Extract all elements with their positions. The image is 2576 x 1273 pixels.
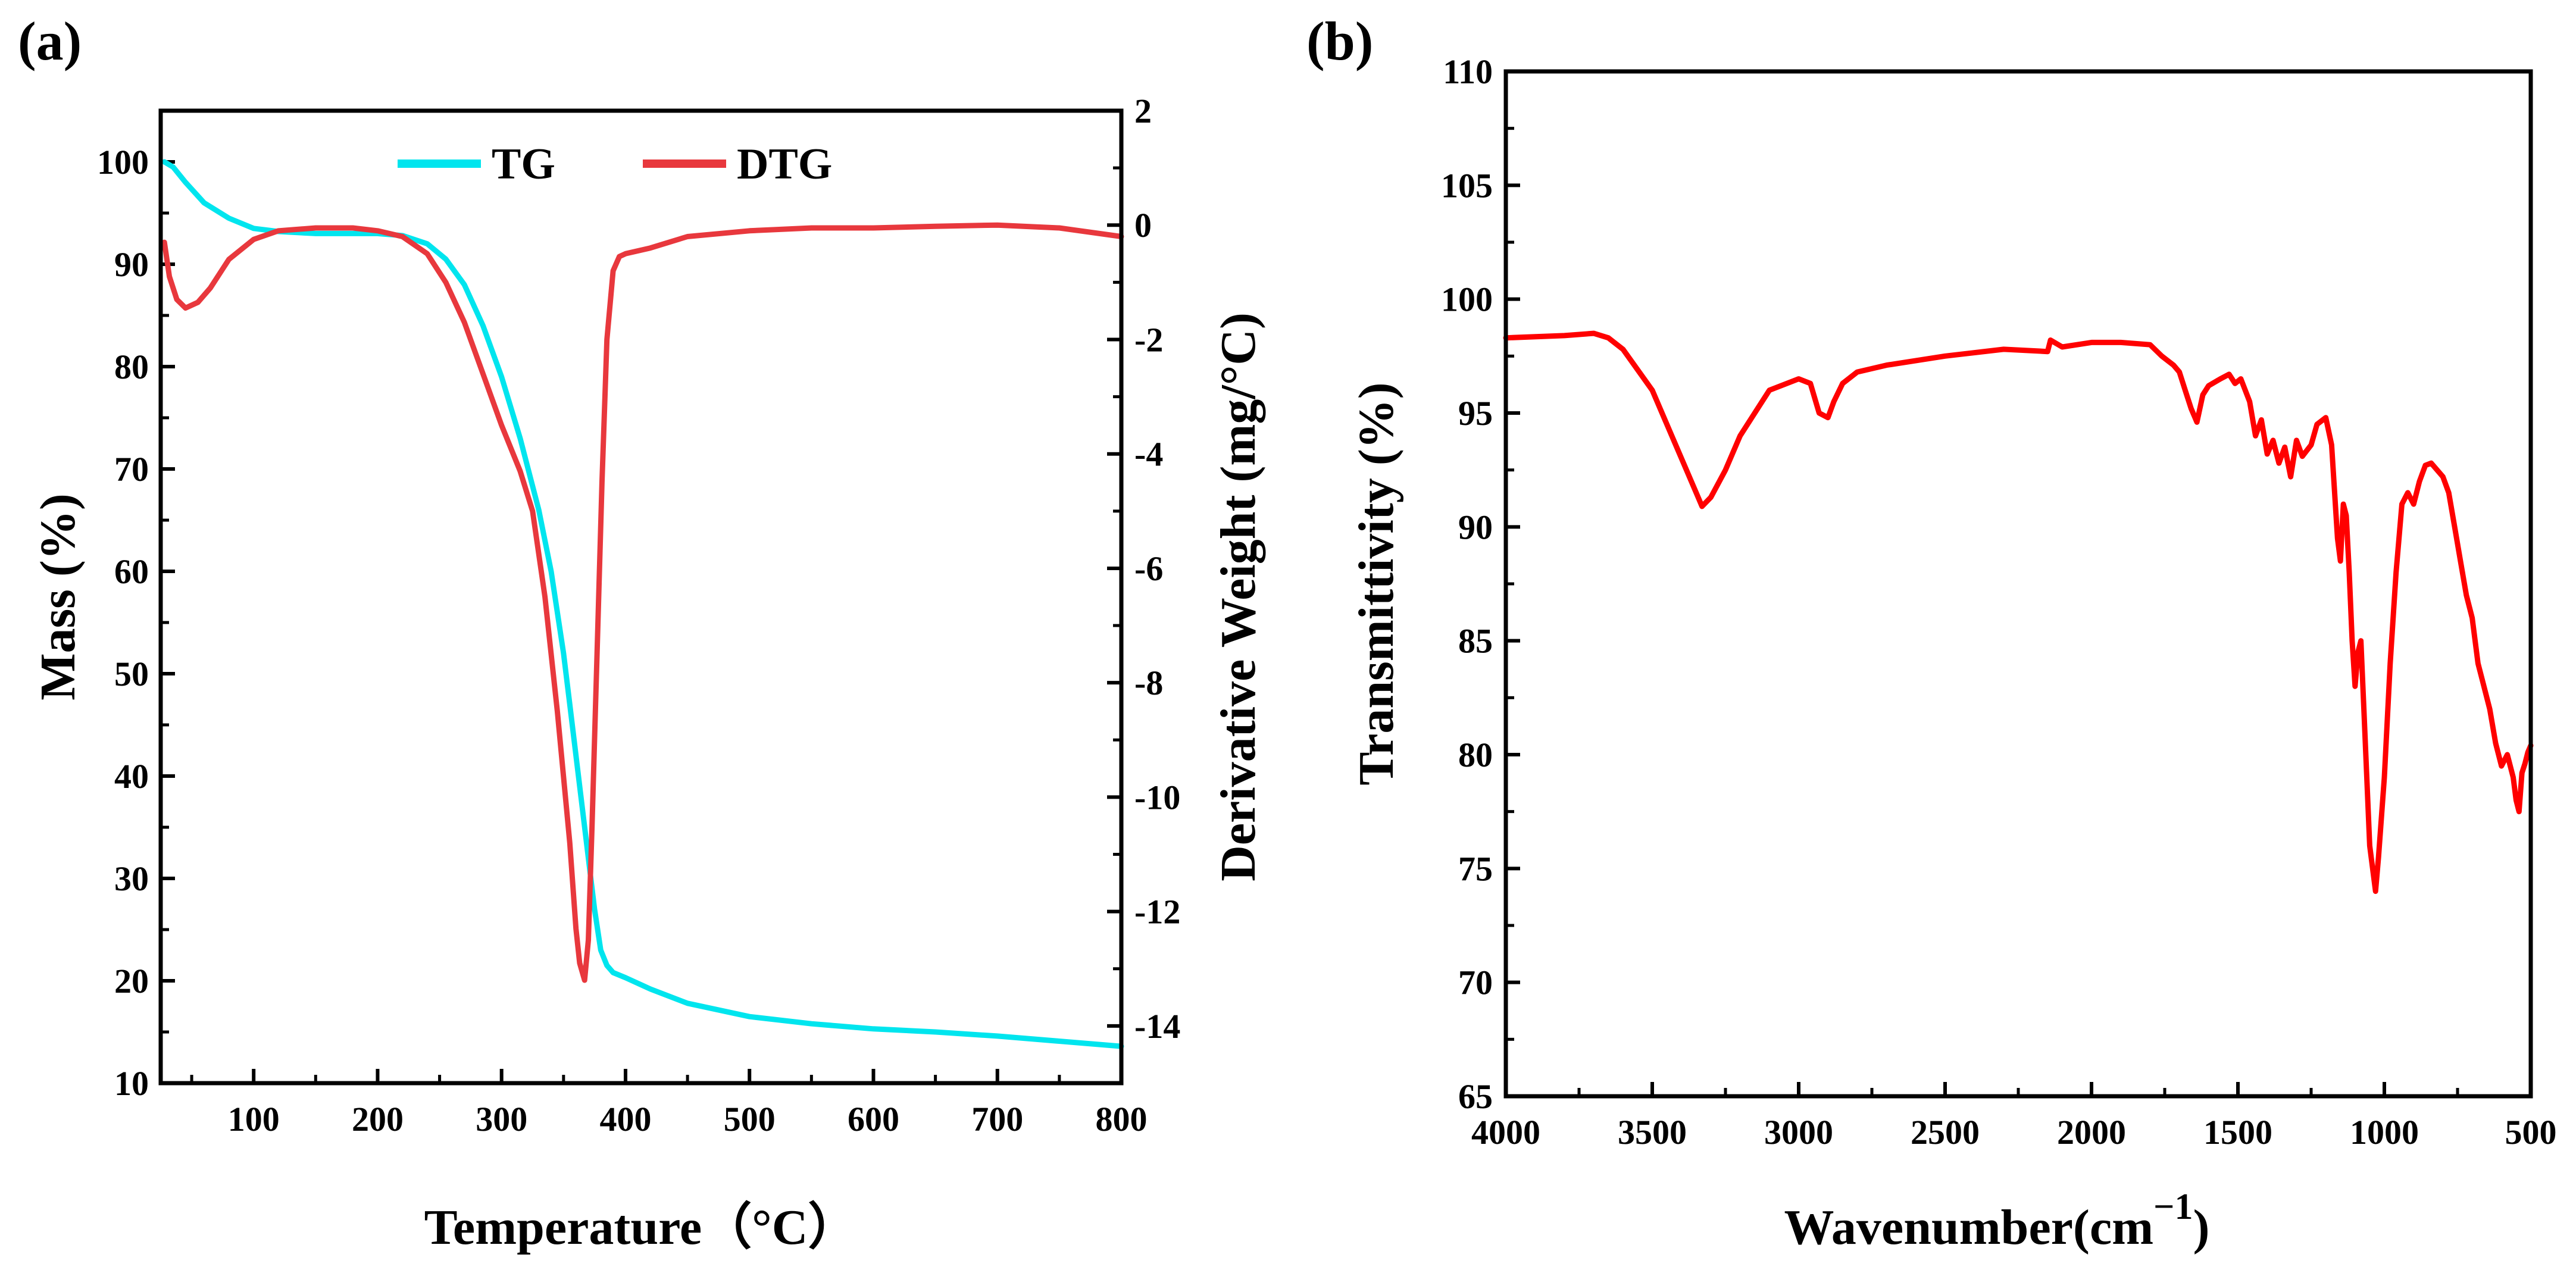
b-x-axis: 4000 3500 3000 2500 2000 1500 1000 500: [1471, 1082, 2557, 1152]
a-ytick-label: 100: [97, 143, 149, 182]
b-plot-frame: [1503, 69, 2533, 1099]
b-ytick-label: 85: [1458, 622, 1493, 661]
b-xtick-label: 1000: [2350, 1113, 2419, 1152]
panel-b-ftir: (b) 65 70 75 80 85 90 95 100 105 110 4000 3500 3000…: [1306, 11, 2557, 1255]
a-xtick-label: 800: [1096, 1100, 1148, 1138]
a-ytick-label: 30: [114, 859, 149, 898]
a-ytick-label: 50: [114, 655, 149, 693]
a-right-axis: -14 -12 -10 -8 -6 -4 -2 0 2: [1107, 92, 1180, 1046]
a-xtick-label: 700: [971, 1100, 1023, 1138]
a-x-axis-title: Temperature（°C）: [424, 1200, 858, 1255]
b-xtick-label: 3000: [1764, 1113, 1833, 1152]
b-xtick-label: 2000: [2057, 1113, 2126, 1152]
a-ytick-label: 40: [114, 757, 149, 796]
a-xtick-label: 600: [848, 1100, 899, 1138]
a-ytick-label: 10: [114, 1064, 149, 1103]
b-x-axis-title: Wavenumber(cm−1): [1784, 1187, 2210, 1255]
b-ytick-label: 105: [1441, 166, 1493, 205]
a-y2-axis-title: Derivative Weight (mg/°C): [1211, 312, 1266, 881]
a-y2tick-label: -6: [1134, 549, 1163, 588]
a-legend: TG DTG: [398, 140, 832, 189]
a-xtick-label: 100: [228, 1100, 280, 1138]
series-tg-line: [161, 159, 1124, 1049]
b-y-axis-title: Transmittivity (%): [1349, 382, 1404, 785]
a-ytick-label: 60: [114, 552, 149, 591]
a-ytick-label: 80: [114, 348, 149, 386]
a-y2tick-label: -12: [1134, 893, 1180, 931]
a-y2tick-label: -8: [1134, 664, 1163, 702]
b-x-axis-title-main: Wavenumber(cm: [1784, 1200, 2154, 1255]
b-ytick-label: 70: [1458, 964, 1493, 1002]
b-ytick-label: 90: [1458, 508, 1493, 546]
b-xtick-label: 4000: [1471, 1113, 1540, 1152]
b-ytick-label: 110: [1443, 52, 1493, 91]
a-y2tick-label: -14: [1134, 1007, 1180, 1046]
a-y2tick-label: -10: [1134, 778, 1180, 817]
legend-dtg-label: DTG: [737, 140, 832, 189]
a-y-axis-title: Mass (%): [30, 493, 86, 700]
b-x-axis-title-end: ): [2193, 1200, 2209, 1255]
a-xtick-label: 200: [352, 1100, 404, 1138]
a-y2tick-label: 0: [1134, 206, 1152, 245]
b-xtick-label: 500: [2505, 1113, 2557, 1152]
b-ytick-label: 80: [1458, 736, 1493, 774]
b-xtick-label: 3500: [1618, 1113, 1687, 1152]
a-curves: [161, 159, 1124, 1049]
b-ytick-label: 75: [1458, 849, 1493, 888]
legend-tg-label: TG: [492, 140, 555, 189]
a-xtick-label: 500: [724, 1100, 776, 1138]
series-dtg-line: [161, 222, 1124, 983]
b-xtick-label: 2500: [1911, 1113, 1980, 1152]
b-ytick-label: 100: [1441, 280, 1493, 319]
a-ytick-label: 70: [114, 450, 149, 489]
b-y-axis: 65 70 75 80 85 90 95 100 105 110: [1441, 52, 1520, 1116]
b-xtick-label: 1500: [2203, 1113, 2272, 1152]
a-ytick-label: 20: [114, 962, 149, 1000]
b-ytick-label: 65: [1458, 1077, 1493, 1116]
a-x-axis: 100 200 300 400 500 600 700 800: [190, 1069, 1148, 1138]
b-ytick-label: 95: [1458, 394, 1493, 433]
a-left-axis: 10 20 30 40 50 60 70 80 90 100: [97, 143, 175, 1103]
a-xtick-label: 400: [599, 1100, 651, 1138]
series-ftir-line: [1503, 330, 2534, 894]
a-y2tick-label: -2: [1134, 320, 1163, 359]
b-curves: [1503, 330, 2534, 894]
b-x-axis-title-sup: −1: [2153, 1187, 2193, 1227]
panel-b-label: (b): [1306, 11, 1373, 71]
a-plot-frame: [158, 108, 1124, 1086]
panel-a-label: (a): [18, 11, 82, 71]
a-xtick-label: 300: [476, 1100, 527, 1138]
a-y2tick-label: -4: [1134, 435, 1163, 474]
a-ytick-label: 90: [114, 245, 149, 284]
a-y2tick-label: 2: [1134, 92, 1152, 130]
